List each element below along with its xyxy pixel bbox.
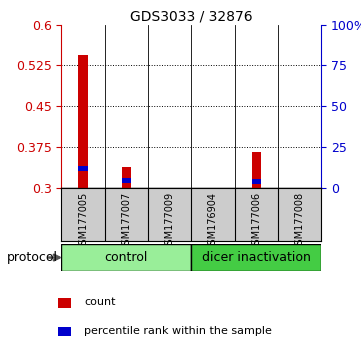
Text: percentile rank within the sample: percentile rank within the sample	[84, 326, 272, 336]
Bar	[78, 166, 88, 171]
Title: GDS3033 / 32876: GDS3033 / 32876	[130, 10, 253, 24]
Text: protocol: protocol	[7, 251, 58, 264]
Bar	[61, 244, 191, 271]
Text: GSM177006: GSM177006	[251, 192, 261, 251]
Bar	[122, 178, 131, 183]
Bar	[58, 327, 71, 336]
Text: GSM177008: GSM177008	[295, 192, 305, 251]
Text: GSM177007: GSM177007	[121, 192, 131, 251]
Text: control: control	[105, 251, 148, 264]
Bar	[252, 179, 261, 183]
Bar	[58, 298, 71, 308]
Bar	[252, 152, 261, 188]
Text: GSM177009: GSM177009	[165, 192, 175, 251]
Text: dicer inactivation: dicer inactivation	[202, 251, 311, 264]
Text: GSM177005: GSM177005	[78, 192, 88, 251]
Text: GSM176904: GSM176904	[208, 192, 218, 251]
Bar	[122, 167, 131, 188]
Bar	[78, 55, 88, 188]
Text: count: count	[84, 297, 116, 307]
Bar	[191, 244, 321, 271]
